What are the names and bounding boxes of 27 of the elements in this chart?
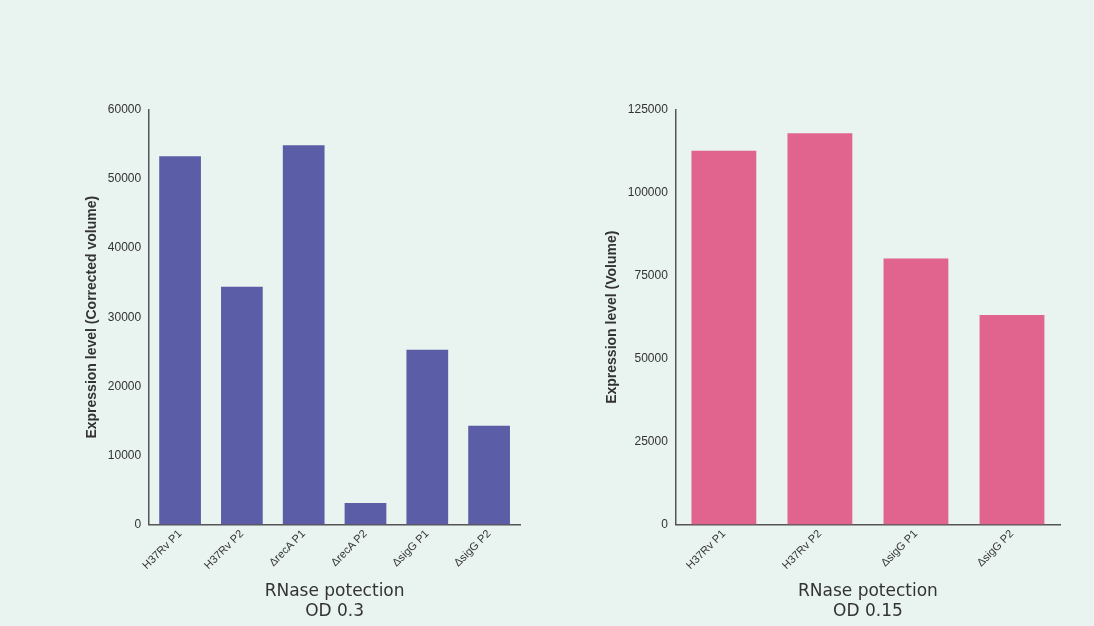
bar [221,286,263,525]
bar [282,145,325,525]
y-tick-label: 40000 [107,240,142,255]
bar [691,150,757,525]
bar [159,156,201,525]
bar [979,314,1045,525]
y-tick-label: 100000 [627,185,669,200]
bar [406,349,449,525]
x-axis-title: RNase potection OD 0.15 [797,579,938,621]
y-tick-label: 50000 [634,350,669,365]
y-axis-title: Expression level (Corrected volume) [83,195,100,439]
bar [468,425,510,525]
y-tick-label: 60000 [107,102,142,117]
y-tick-label: 0 [661,516,669,531]
y-tick-label: 25000 [634,433,669,448]
x-axis-title: RNase potection OD 0.3 [264,579,405,621]
bar [787,133,853,525]
y-tick-label: 0 [134,516,142,531]
y-tick-label: 20000 [107,378,142,393]
y-tick-label: 10000 [107,447,142,462]
bar [883,258,949,525]
y-tick-label: 30000 [107,309,142,324]
y-tick-label: 125000 [627,102,669,117]
y-tick-label: 75000 [634,268,669,283]
y-tick-label: 50000 [107,171,142,186]
y-axis-title: Expression level (Volume) [603,230,620,404]
bar [344,503,387,525]
